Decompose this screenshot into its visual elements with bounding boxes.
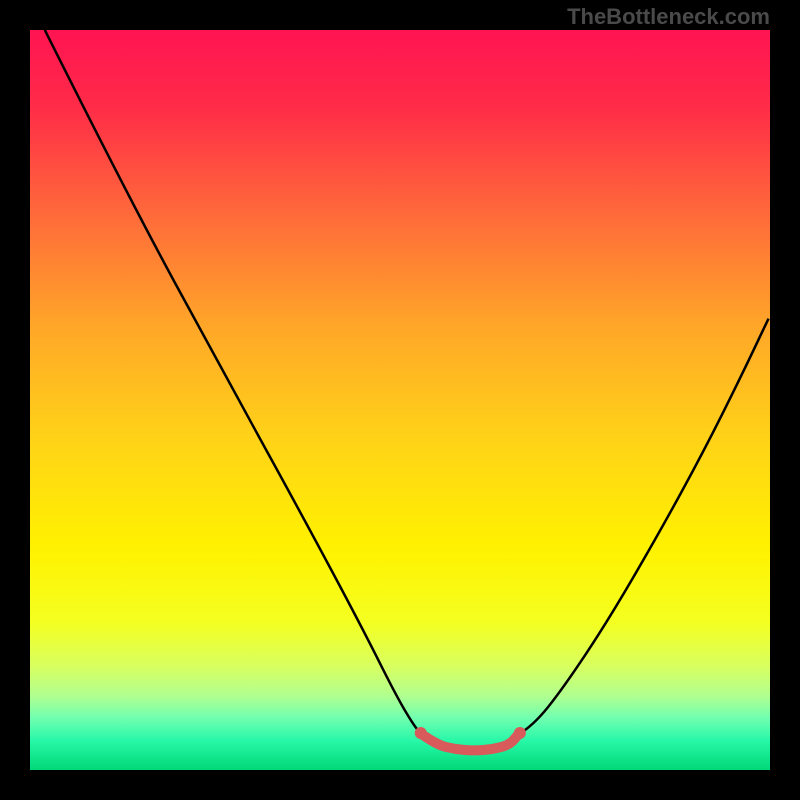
bottleneck-curve-chart bbox=[30, 30, 770, 770]
optimal-range-marker bbox=[514, 727, 526, 739]
chart-frame: TheBottleneck.com bbox=[0, 0, 800, 800]
optimal-range-marker bbox=[415, 727, 427, 739]
plot-area bbox=[30, 30, 770, 770]
gradient-background bbox=[30, 30, 770, 770]
watermark-text: TheBottleneck.com bbox=[567, 4, 770, 30]
